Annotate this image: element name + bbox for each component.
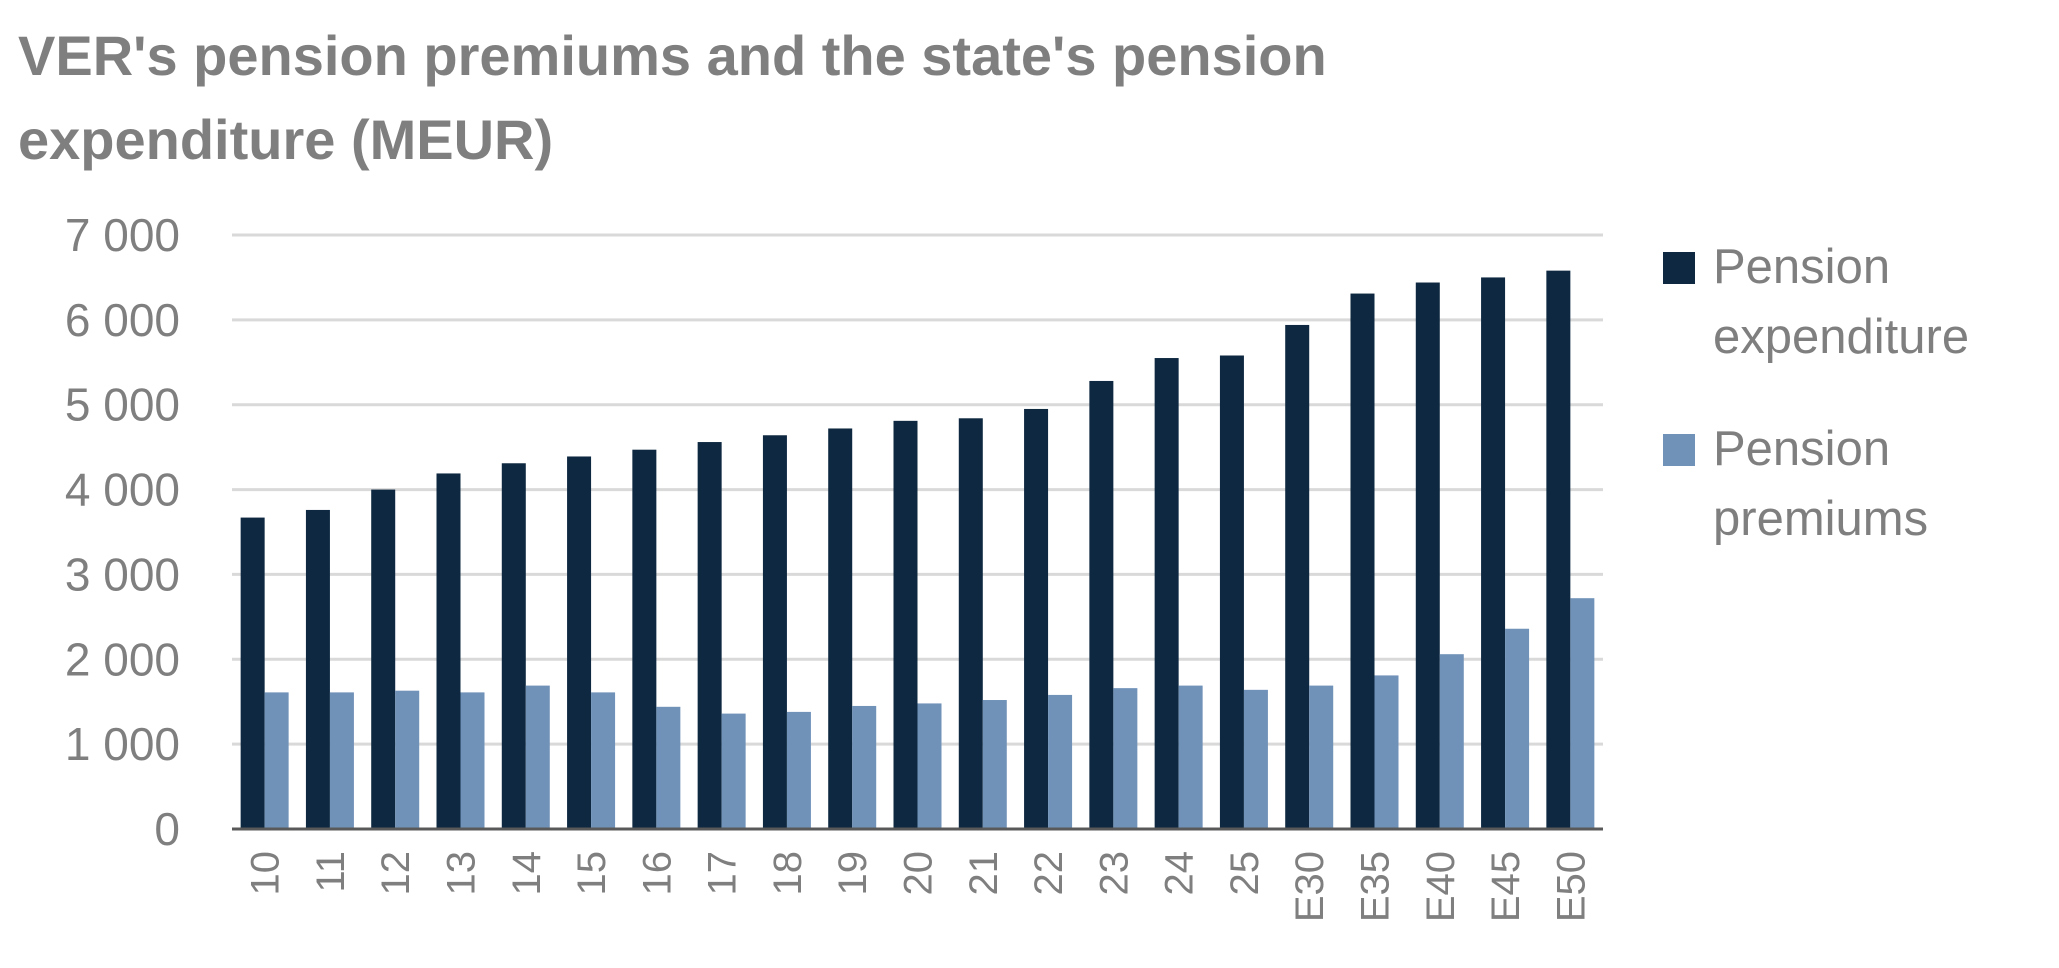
bar — [1154, 358, 1179, 829]
bar — [1113, 688, 1138, 829]
bar — [697, 442, 722, 829]
x-tick-label: E50 — [1549, 851, 1593, 922]
bar — [828, 428, 853, 829]
x-tick-label: 20 — [897, 851, 941, 896]
bar — [567, 456, 592, 829]
bar — [264, 692, 289, 829]
x-tick-label: 22 — [1027, 851, 1071, 896]
chart-title: VER's pension premiums and the state's p… — [18, 24, 1327, 171]
x-tick-label: 18 — [766, 851, 810, 896]
bar — [371, 489, 396, 829]
bar — [240, 517, 265, 829]
x-tick-label: 25 — [1223, 851, 1267, 896]
bar — [591, 692, 616, 829]
x-tick-label: E40 — [1419, 851, 1463, 922]
bar — [917, 703, 942, 829]
x-tick-label: 16 — [635, 851, 679, 896]
x-tick-label: E45 — [1484, 851, 1528, 922]
x-tick-label: 17 — [701, 851, 745, 896]
legend-label: Pension expenditure — [1713, 240, 1970, 364]
bar — [1024, 408, 1049, 829]
bar — [982, 700, 1007, 829]
x-tick-label: 21 — [962, 851, 1006, 896]
bar — [786, 711, 811, 829]
legend-label: Pension premiums — [1713, 422, 1929, 546]
bar — [721, 713, 746, 829]
bar — [1570, 598, 1595, 829]
legend: Pension expenditure Pension premiums — [1663, 232, 2043, 596]
bar — [656, 706, 681, 829]
bar — [852, 705, 877, 829]
x-tick-label: 13 — [440, 851, 484, 896]
x-tick-label: 12 — [374, 851, 418, 896]
x-tick-label: 15 — [570, 851, 614, 896]
bar — [501, 463, 526, 829]
bar — [305, 509, 330, 829]
legend-item: Pension expenditure — [1663, 232, 2043, 372]
bar — [1481, 277, 1506, 829]
bar — [632, 449, 657, 829]
bar — [395, 690, 420, 829]
y-tick-label: 2 000 — [65, 633, 180, 685]
y-tick-label: 1 000 — [65, 718, 180, 770]
y-tick-label: 3 000 — [65, 548, 180, 600]
bar — [893, 420, 918, 829]
x-tick-label: 14 — [505, 851, 549, 896]
x-tick-label: 19 — [831, 851, 875, 896]
bar — [1089, 380, 1114, 829]
bar — [436, 473, 461, 829]
x-tick-label: E35 — [1354, 851, 1398, 922]
y-tick-label: 6 000 — [65, 294, 180, 346]
bar — [1178, 685, 1203, 829]
bar — [1243, 689, 1268, 829]
legend-swatch — [1663, 434, 1695, 466]
bar — [1219, 355, 1244, 829]
bar — [1285, 324, 1310, 829]
bar — [525, 685, 550, 829]
bar — [1415, 282, 1440, 829]
x-tick-label: 11 — [309, 851, 353, 893]
bar — [1309, 685, 1334, 829]
legend-swatch — [1663, 252, 1695, 284]
y-tick-label: 7 000 — [65, 209, 180, 261]
bar — [1546, 270, 1571, 829]
x-tick-label: 10 — [244, 851, 288, 896]
y-tick-label: 5 000 — [65, 379, 180, 431]
bar — [1439, 654, 1464, 829]
bar — [329, 692, 354, 829]
x-tick-label: 23 — [1092, 851, 1136, 896]
bar — [1505, 628, 1530, 829]
legend-item: Pension premiums — [1663, 414, 2043, 554]
bar — [762, 435, 787, 829]
y-tick-label: 0 — [154, 803, 180, 855]
bar — [1350, 293, 1375, 830]
bar — [460, 692, 485, 829]
bar — [958, 418, 983, 829]
x-tick-label: E30 — [1288, 851, 1332, 922]
y-tick-label: 4 000 — [65, 464, 180, 516]
bar — [1374, 675, 1399, 829]
bar — [1048, 694, 1073, 829]
x-tick-label: 24 — [1158, 851, 1202, 896]
